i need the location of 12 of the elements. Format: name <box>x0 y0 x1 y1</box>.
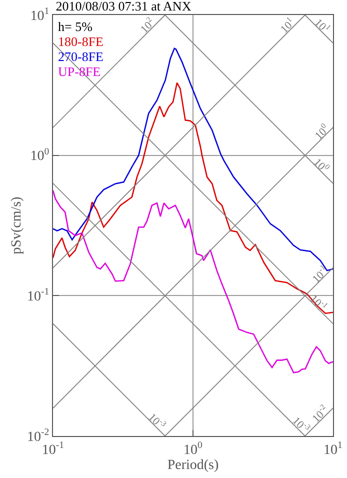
x-tick-label: 10$^{0}$ <box>184 440 203 458</box>
y-tick-label: 10$^{0}$ <box>30 146 50 164</box>
annotation: h= 5% <box>58 19 93 34</box>
y-tick-label: 10$^{1}$ <box>30 6 50 24</box>
x-axis-title: Period(s) <box>167 458 219 473</box>
y-tick-label: 10$^{-1}$ <box>27 286 50 305</box>
text: UP-8FE <box>58 64 101 79</box>
text: 270-8FE <box>58 49 104 64</box>
y-axis-title: pSv(cm/s) <box>10 196 25 254</box>
text: 180-8FE <box>58 34 104 49</box>
chart-title: 2010/08/03 07:31 at ANX <box>56 0 192 14</box>
x-tick-label: 10$^{1}$ <box>324 440 343 458</box>
